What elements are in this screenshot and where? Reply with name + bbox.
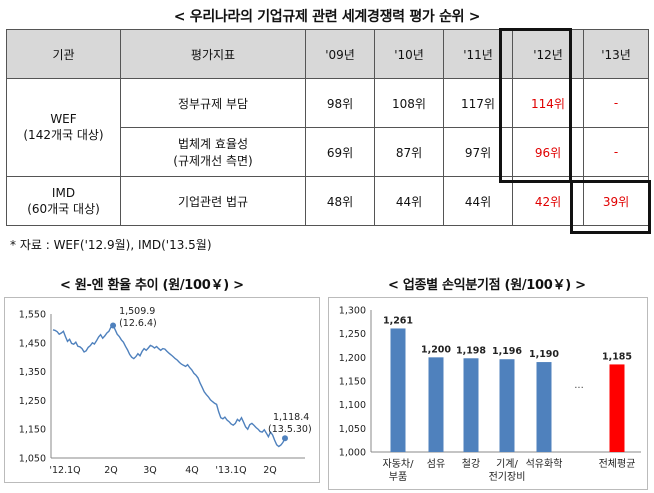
- y-tick-label: 1,050: [19, 454, 46, 465]
- rank-cell-highlight: 114위: [512, 78, 584, 128]
- table-title: < 우리나라의 기업규제 관련 세계경쟁력 평가 순위 >: [173, 9, 481, 25]
- bar: [609, 364, 625, 452]
- bar: [536, 362, 552, 452]
- bar-value-label: 1,196: [492, 346, 522, 357]
- y-tick-label: 1,250: [339, 329, 366, 340]
- indicator-cell: 기업관련 법규: [120, 176, 306, 226]
- rank-cell: 69위: [305, 127, 375, 177]
- rank-cell: 108위: [374, 78, 444, 128]
- rank-cell-highlight: -: [583, 127, 649, 177]
- rank-cell: 97위: [443, 127, 513, 177]
- y-tick-label: 1,300: [339, 306, 366, 317]
- header-2011: '11년: [443, 29, 513, 79]
- bar: [463, 358, 479, 452]
- bar: [390, 328, 406, 452]
- y-tick-label: 1,100: [339, 400, 366, 411]
- header-2012: '12년: [512, 29, 584, 79]
- header-2009: '09년: [305, 29, 375, 79]
- y-tick-label: 1,250: [19, 396, 46, 407]
- org-name: IMD: [51, 185, 76, 200]
- x-tick-label: 4Q: [185, 465, 199, 476]
- header-2013: '13년: [583, 29, 649, 79]
- category-label: 부품: [389, 471, 407, 483]
- category-label: 기계/: [496, 458, 518, 470]
- ranking-table: 기관 평가지표 '09년 '10년 '11년 '12년 '13년 WEF (14…: [6, 29, 649, 226]
- breakeven-bar-chart: 1,000 1,050 1,100 1,150 1,200 1,250 1,300 1,261…: [339, 306, 641, 483]
- org-name: WEF: [50, 112, 77, 126]
- line-chart-panel: 1,050 1,150 1,250 1,350 1,450 1,550 '12.1Q 2Q 3Q…: [4, 297, 320, 483]
- bar-value-label: 1,198: [456, 345, 486, 356]
- bar-chart-title: < 업종별 손익분기점 (원/100￥) >: [388, 278, 586, 293]
- exchange-rate-line: [52, 324, 286, 448]
- category-label: 자동차/: [383, 458, 415, 470]
- y-tick-label: 1,150: [19, 425, 46, 436]
- y-tick-label: 1,450: [19, 338, 46, 349]
- bar: [499, 359, 515, 452]
- y-tick-label: 1,000: [339, 448, 366, 459]
- y-tick-label: 1,050: [339, 424, 366, 435]
- table-row: 법체계 효율성 (규제개선 측면) 69위 87위 97위 96위 -: [7, 127, 649, 177]
- x-tick-label: 2Q: [263, 465, 277, 476]
- ellipsis-mark: ···: [574, 383, 584, 394]
- x-tick-label: '13.1Q: [215, 465, 246, 476]
- rank-cell: 44위: [443, 176, 513, 226]
- org-cell-wef: WEF (142개국 대상): [6, 78, 121, 177]
- peak-marker: [110, 322, 117, 329]
- line-chart-title: < 원-엔 환율 추이 (원/100￥) >: [60, 278, 244, 293]
- peak-date-label: (12.6.4): [119, 318, 157, 329]
- y-tick-label: 1,550: [19, 310, 46, 321]
- exchange-rate-line-chart: 1,050 1,150 1,250 1,350 1,450 1,550 '12.1Q 2Q 3Q…: [19, 306, 312, 476]
- rank-cell-highlight: -: [583, 78, 649, 128]
- rank-cell-highlight: 96위: [512, 127, 584, 177]
- y-tick-label: 1,150: [339, 377, 366, 388]
- indicator-cell: 정부규제 부담: [120, 78, 306, 128]
- indicator-label: 법체계 효율성: [177, 137, 249, 151]
- rank-cell: 98위: [305, 78, 375, 128]
- table-row: WEF (142개국 대상) 정부규제 부담 98위 108위 117위 114…: [6, 78, 649, 177]
- bar-value-label: 1,261: [383, 315, 413, 326]
- peak-value-label: 1,509.9: [119, 306, 155, 317]
- rank-cell: 44위: [374, 176, 444, 226]
- table-header-row: 기관 평가지표 '09년 '10년 '11년 '12년 '13년: [6, 29, 649, 79]
- indicator-cell: 법체계 효율성 (규제개선 측면): [120, 127, 306, 177]
- bar: [428, 357, 444, 452]
- org-cell-imd: IMD (60개국 대상): [6, 176, 121, 226]
- latest-date-label: (13.5.30): [268, 424, 312, 435]
- category-label: 섬유: [427, 458, 445, 470]
- category-label: 전체평균: [599, 458, 636, 470]
- indicator-sublabel: (규제개선 측면): [173, 154, 253, 168]
- header-2010: '10년: [374, 29, 444, 79]
- bar-value-label: 1,200: [421, 344, 451, 355]
- y-tick-label: 1,350: [19, 367, 46, 378]
- header-org: 기관: [6, 29, 121, 79]
- x-tick-label: 2Q: [104, 465, 118, 476]
- org-scope: (60개국 대상): [27, 201, 100, 216]
- category-label: 전기장비: [489, 471, 526, 483]
- x-tick-label: '12.1Q: [49, 465, 80, 476]
- org-scope: (142개국 대상): [23, 128, 104, 142]
- latest-value-label: 1,118.4: [273, 412, 309, 423]
- bar-chart-panel: 1,000 1,050 1,100 1,150 1,200 1,250 1,300 1,261…: [328, 297, 648, 490]
- bar-value-label: 1,185: [602, 351, 632, 362]
- latest-marker: [282, 435, 288, 442]
- x-tick-label: 3Q: [143, 465, 157, 476]
- rank-cell: 87위: [374, 127, 444, 177]
- y-tick-label: 1,200: [339, 353, 366, 364]
- header-indicator: 평가지표: [120, 29, 306, 79]
- rank-cell: 117위: [443, 78, 513, 128]
- rank-cell-highlight: 42위: [512, 176, 584, 226]
- rank-cell-highlight: 39위: [583, 176, 649, 226]
- rank-cell: 48위: [305, 176, 375, 226]
- category-label: 석유화학: [526, 458, 563, 470]
- table-row: IMD (60개국 대상) 기업관련 법규 48위 44위 44위 42위 39…: [6, 176, 649, 226]
- category-label: 철강: [462, 458, 480, 470]
- source-note: * 자료 : WEF('12.9월), IMD('13.5월): [10, 238, 212, 252]
- bar-value-label: 1,190: [529, 349, 559, 360]
